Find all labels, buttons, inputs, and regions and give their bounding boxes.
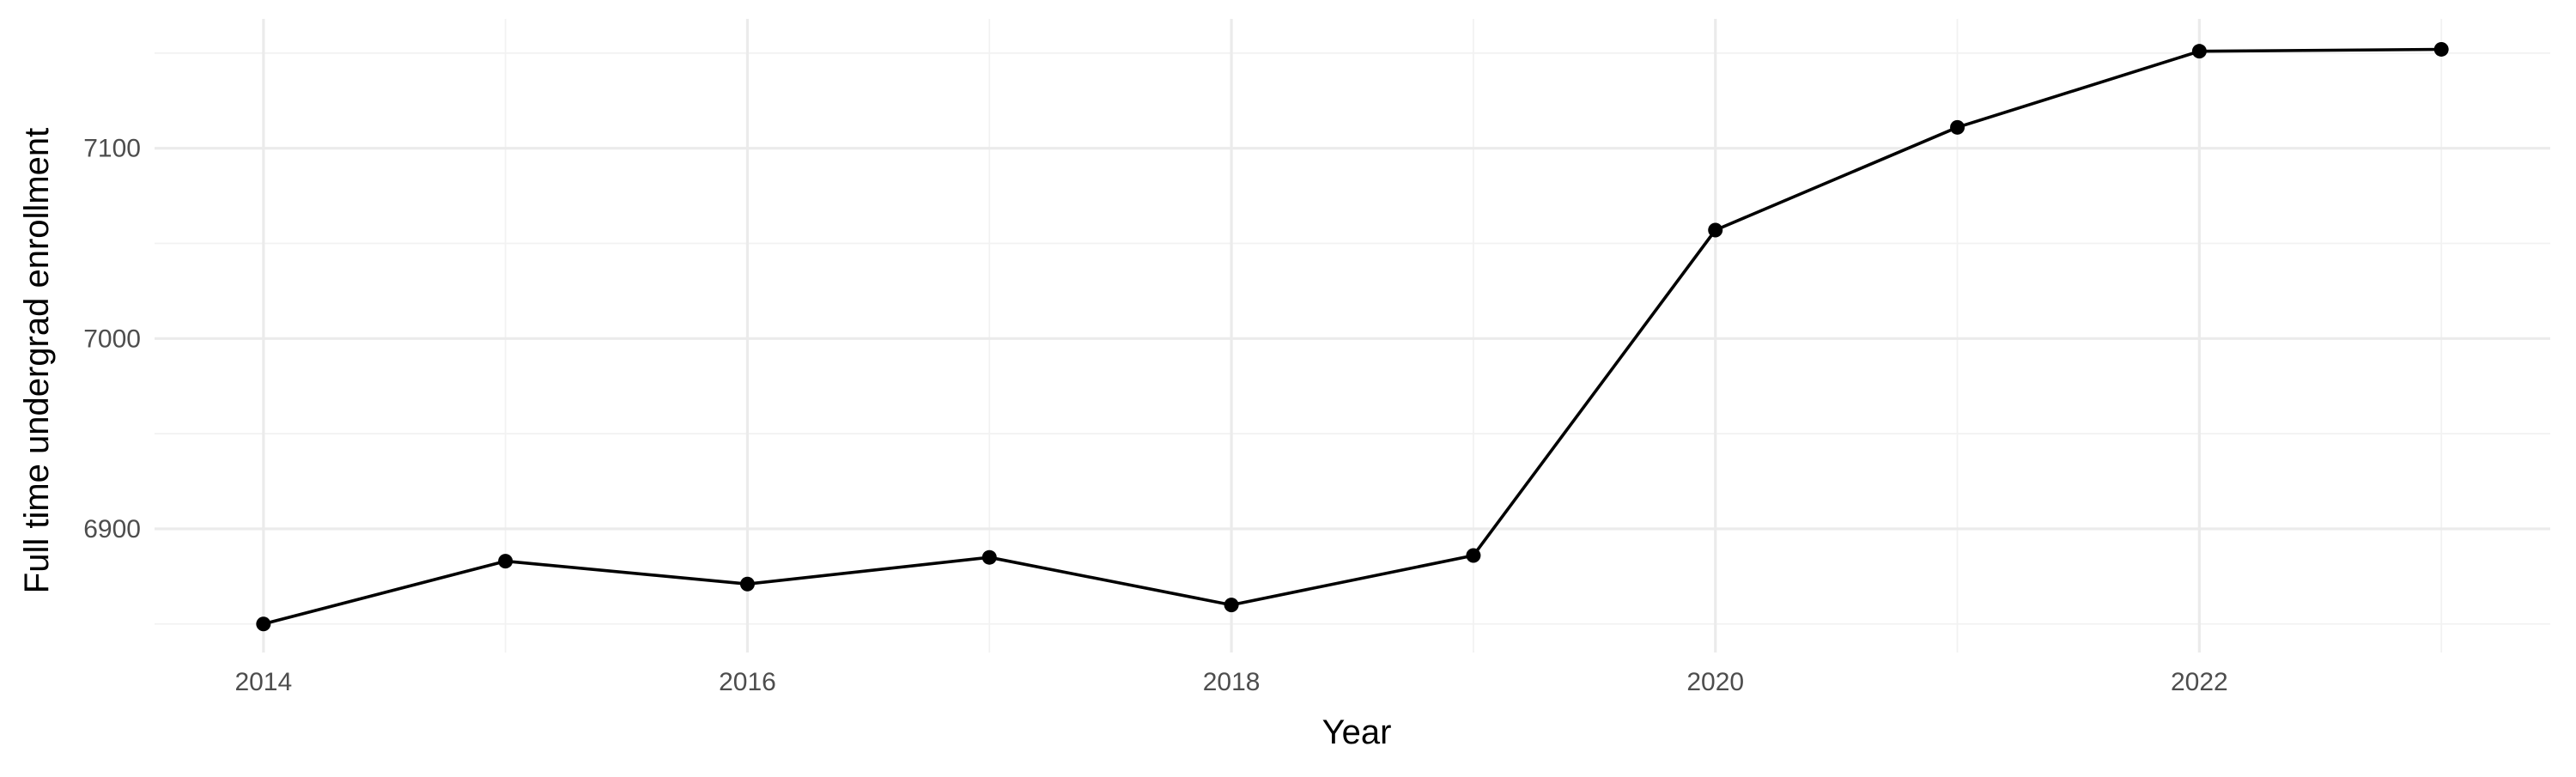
data-point — [1950, 119, 1965, 135]
x-tick-label: 2022 — [2171, 668, 2228, 696]
x-tick-label: 2014 — [234, 668, 292, 696]
data-point — [2433, 41, 2449, 57]
data-point — [498, 554, 513, 569]
major-gridlines — [155, 19, 2550, 653]
data-point — [739, 576, 755, 592]
y-tick-label: 7100 — [83, 135, 141, 163]
x-tick-label: 2018 — [1203, 668, 1261, 696]
data-point — [1708, 222, 1723, 238]
minor-gridlines — [155, 19, 2550, 653]
y-axis-title: Full time undergrad enrollment — [18, 128, 56, 593]
x-axis-title: Year — [1322, 713, 1392, 751]
x-tick-label: 2016 — [719, 668, 776, 696]
y-tick-label: 7000 — [83, 325, 141, 353]
data-point — [256, 616, 271, 632]
data-point — [2191, 44, 2207, 59]
data-point — [981, 549, 997, 565]
y-axis-ticks: 6900 7000 7100 — [83, 135, 141, 543]
data-point — [1224, 598, 1239, 613]
data-point — [1466, 548, 1481, 563]
x-axis-ticks: 2014 2016 2018 2020 2022 — [234, 668, 2227, 696]
series-layer — [256, 41, 2449, 632]
x-tick-label: 2020 — [1686, 668, 1744, 696]
series-line — [263, 47, 2442, 626]
y-tick-label: 6900 — [83, 515, 141, 543]
